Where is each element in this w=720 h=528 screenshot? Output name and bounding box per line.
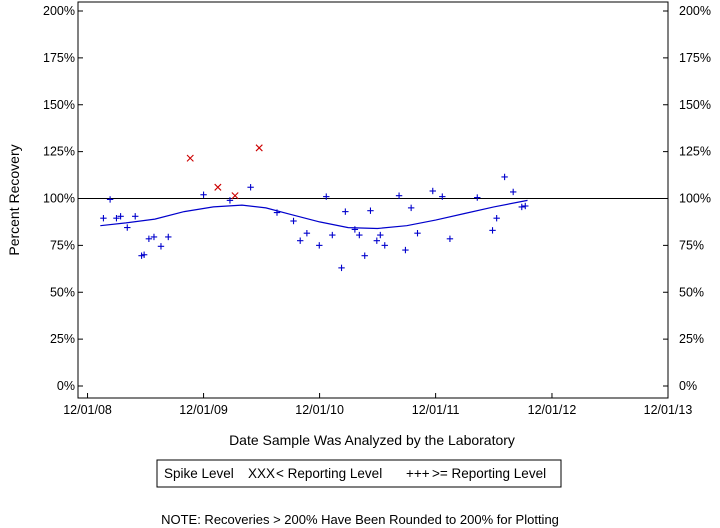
marker-stroke — [214, 183, 222, 191]
data-point-at-or-above-reporting — [117, 213, 124, 220]
data-point-at-or-above-reporting — [407, 204, 415, 212]
legend-box — [156, 459, 562, 488]
x-tick-label: 12/01/12 — [528, 403, 577, 417]
data-point-at-or-above-reporting — [522, 202, 529, 210]
data-point-at-or-above-reporting — [329, 231, 336, 239]
data-point-below-reporting — [214, 183, 222, 191]
y-tick-label-left: 175% — [43, 51, 75, 65]
marker-stroke — [255, 144, 263, 152]
data-point-at-or-above-reporting — [489, 227, 496, 234]
y-tick-label-left: 200% — [43, 4, 75, 18]
y-tick-label-right: 25% — [679, 332, 704, 346]
y-axis-right: 0% 25% 50% 75% 100% 125% 150% 175% 200% — [663, 4, 711, 393]
data-point-at-or-above-reporting — [316, 242, 323, 249]
x-axis: 12/01/08 12/01/09 12/01/10 12/01/11 12/01/12… — [63, 393, 692, 417]
trend-line — [100, 199, 528, 230]
data-point-at-or-above-reporting — [303, 229, 311, 237]
y-tick-label-left: 0% — [57, 379, 75, 393]
data-point-at-or-above-reporting — [145, 235, 153, 243]
legend-title: Spike Level — [164, 466, 234, 481]
y-axis-title: Percent Recovery — [6, 144, 22, 255]
legend-label-above: >= Reporting Level — [432, 466, 546, 481]
data-point-at-or-above-reporting — [402, 246, 409, 254]
data-point-at-or-above-reporting — [273, 209, 281, 216]
x-tick-label: 12/01/09 — [179, 403, 228, 417]
x-axis-title: Date Sample Was Analyzed by the Laborato… — [229, 432, 515, 448]
marker-stroke — [186, 154, 194, 162]
y-tick-label-left: 125% — [43, 145, 75, 159]
y-tick-label-left: 100% — [43, 192, 75, 206]
data-point-at-or-above-reporting — [439, 193, 446, 200]
data-point-below-reporting — [231, 192, 239, 200]
data-point-at-or-above-reporting — [297, 237, 304, 244]
y-tick-label-right: 75% — [679, 238, 704, 252]
data-point-at-or-above-reporting — [106, 196, 114, 203]
data-point-at-or-above-reporting — [338, 264, 345, 272]
legend-label-below: < Reporting Level — [276, 466, 382, 481]
data-point-at-or-above-reporting — [361, 252, 368, 259]
plot-frame — [77, 1, 669, 399]
y-tick-label-right: 175% — [679, 51, 711, 65]
y-tick-label-right: 200% — [679, 4, 711, 18]
data-point-at-or-above-reporting — [367, 207, 374, 214]
x-tick-label: 12/01/08 — [63, 403, 112, 417]
y-tick-label-right: 50% — [679, 285, 704, 299]
y-tick-label-left: 50% — [50, 285, 75, 299]
data-point-at-or-above-reporting — [381, 242, 388, 249]
data-point-at-or-above-reporting — [226, 197, 234, 204]
y-tick-label-left: 75% — [50, 238, 75, 252]
data-point-at-or-above-reporting — [150, 233, 158, 241]
data-point-at-or-above-reporting — [509, 188, 517, 196]
data-point-at-or-above-reporting — [100, 214, 107, 222]
data-point-at-or-above-reporting — [132, 213, 139, 220]
data-point-at-or-above-reporting — [140, 251, 148, 258]
data-point-at-or-above-reporting — [200, 191, 207, 198]
data-point-at-or-above-reporting — [414, 229, 421, 237]
plot-note: NOTE: Recoveries > 200% Have Been Rounde… — [161, 512, 559, 527]
y-tick-label-left: 25% — [50, 332, 75, 346]
data-point-at-or-above-reporting — [446, 235, 454, 243]
data-point-at-or-above-reporting — [377, 231, 384, 239]
data-point-at-or-above-reporting — [351, 226, 359, 233]
data-point-at-or-above-reporting — [342, 208, 349, 215]
data-point-at-or-above-reporting — [493, 214, 500, 222]
data-point-at-or-above-reporting — [323, 193, 330, 200]
y-tick-label-right: 150% — [679, 98, 711, 112]
data-point-at-or-above-reporting — [356, 231, 363, 239]
legend: Spike Level XXX < Reporting Level +++ >=… — [156, 459, 562, 488]
data-point-at-or-above-reporting — [290, 217, 297, 225]
data-point-at-or-above-reporting — [373, 237, 381, 244]
data-point-at-or-above-reporting — [124, 224, 131, 231]
data-point-at-or-above-reporting — [113, 214, 120, 222]
y-tick-label-left: 150% — [43, 98, 75, 112]
series-below-reporting — [186, 144, 263, 200]
y-axis-left: 0% 25% 50% 75% 100% 125% 150% 175% 200% — [43, 4, 83, 393]
data-point-at-or-above-reporting — [518, 203, 525, 211]
data-point-at-or-above-reporting — [247, 184, 254, 191]
y-tick-label-right: 125% — [679, 145, 711, 159]
data-point-at-or-above-reporting — [157, 243, 165, 250]
y-tick-label-right: 100% — [679, 192, 711, 206]
data-point-at-or-above-reporting — [501, 173, 508, 181]
x-tick-label: 12/01/10 — [295, 403, 344, 417]
legend-marker-above: +++ — [406, 466, 430, 481]
legend-marker-below: XXX — [248, 466, 275, 481]
series-at-or-above-reporting — [100, 173, 529, 272]
data-point-below-reporting — [186, 154, 194, 162]
data-point-at-or-above-reporting — [474, 194, 481, 201]
x-tick-label: 12/01/11 — [412, 403, 460, 417]
data-point-at-or-above-reporting — [429, 187, 436, 195]
data-point-at-or-above-reporting — [395, 192, 403, 199]
y-tick-label-right: 0% — [679, 379, 697, 393]
data-point-at-or-above-reporting — [165, 233, 172, 241]
x-tick-label: 12/01/13 — [644, 403, 693, 417]
marker-stroke — [231, 192, 239, 200]
data-point-below-reporting — [255, 144, 263, 152]
